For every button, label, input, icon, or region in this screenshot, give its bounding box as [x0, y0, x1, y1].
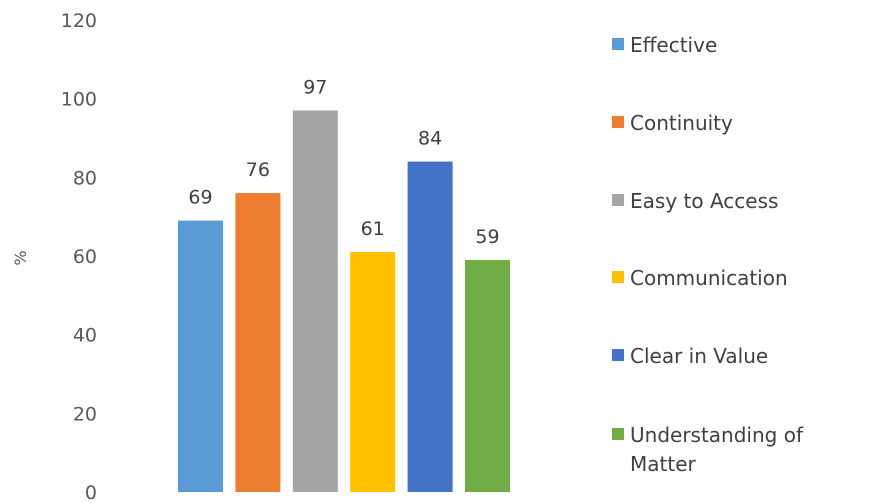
legend-label: Easy to Access [630, 189, 779, 213]
y-axis-ticks: 0 20 40 60 80 100 120 [61, 10, 97, 503]
legend-label: Understanding of Matter [630, 423, 803, 476]
legend-label: Continuity [630, 111, 733, 135]
legend-item: Easy to Access [612, 187, 860, 216]
legend-label: Clear in Value [630, 344, 769, 368]
y-tick-label: 20 [73, 403, 97, 425]
bar-effective [178, 220, 223, 492]
legend-item: Understanding of Matter [612, 421, 860, 479]
legend-label: Communication [630, 266, 788, 290]
legend-swatch [612, 349, 624, 361]
data-label: 69 [188, 187, 212, 209]
legend-swatch [612, 271, 624, 283]
bar-clear-in-value [407, 161, 453, 492]
bar-continuity [235, 193, 281, 493]
y-tick-label: 80 [73, 167, 97, 189]
bar-easy-to-access [292, 110, 338, 492]
bar-communication [350, 252, 396, 492]
legend-label: Effective [630, 33, 718, 57]
y-tick-label: 120 [61, 10, 97, 32]
y-tick-label: 40 [73, 325, 97, 347]
y-tick-label: 0 [85, 482, 97, 503]
data-label: 61 [361, 218, 385, 240]
legend-swatch [612, 428, 624, 440]
legend-item: Communication [612, 264, 860, 293]
data-label: 59 [475, 226, 499, 248]
y-axis-label: % [11, 250, 30, 265]
legend-item: Effective [612, 31, 860, 60]
bars [178, 110, 510, 493]
y-tick-label: 100 [61, 89, 97, 111]
legend-swatch [612, 38, 624, 50]
data-label: 76 [246, 159, 270, 181]
legend-swatch [612, 194, 624, 206]
data-label: 97 [303, 76, 327, 98]
data-labels: 69 76 97 61 84 59 [188, 76, 499, 247]
legend-swatch [612, 116, 624, 128]
legend-item: Clear in Value [612, 342, 860, 371]
y-tick-label: 60 [73, 246, 97, 268]
bar-understanding-of-matter [465, 259, 510, 492]
legend-item: Continuity [612, 109, 860, 138]
data-label: 84 [418, 128, 442, 150]
